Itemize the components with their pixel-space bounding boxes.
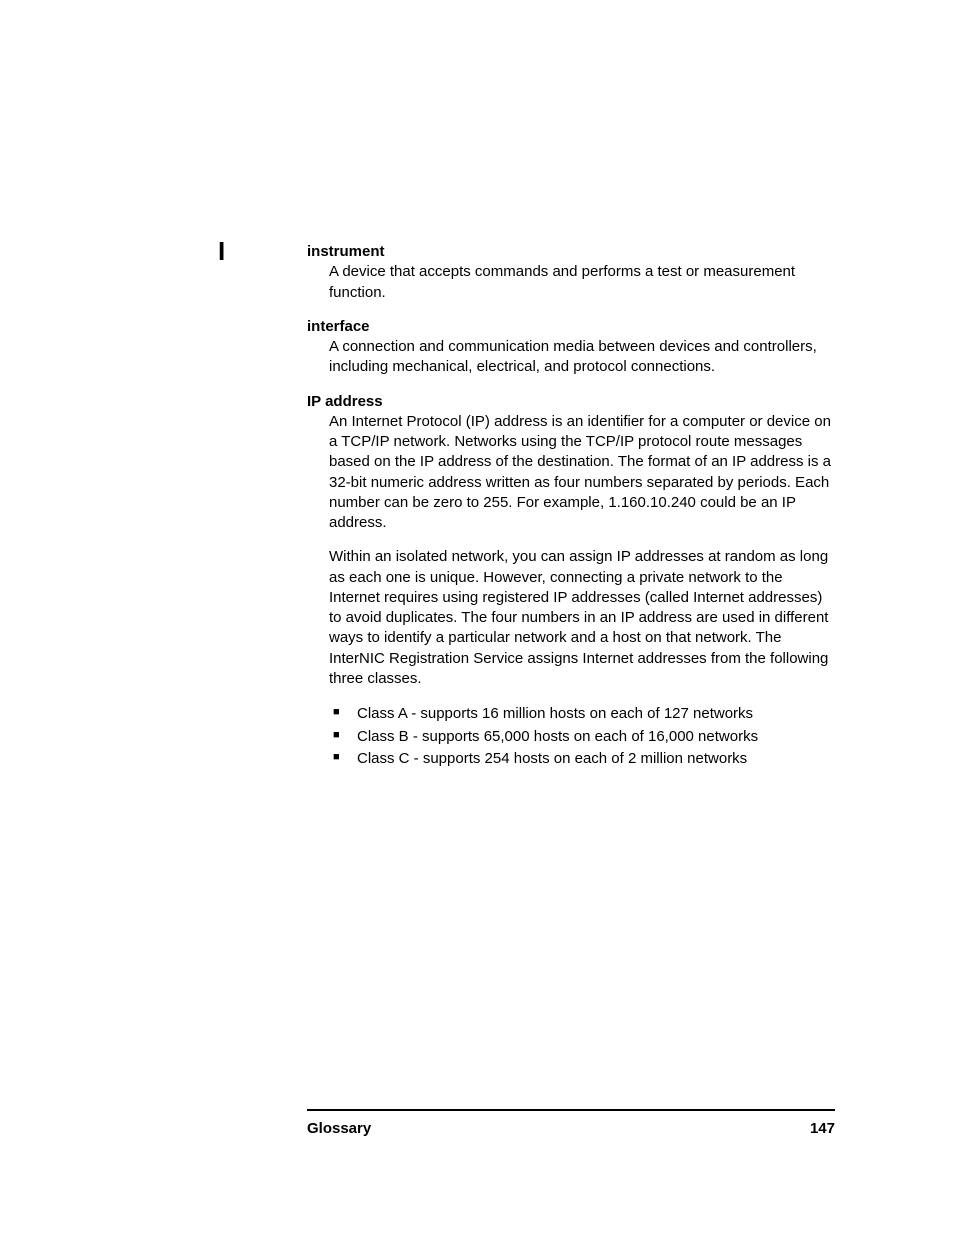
list-item: Class C - supports 254 hosts on each of … xyxy=(329,748,835,771)
footer-section-title: Glossary xyxy=(307,1120,371,1137)
page: I instrument A device that accepts comma… xyxy=(0,0,954,1235)
definition-ip-address-p2: Within an isolated network, you can assi… xyxy=(329,547,835,689)
definition-interface: A connection and communication media bet… xyxy=(329,337,835,378)
glossary-content: instrument A device that accepts command… xyxy=(307,242,835,771)
footer-page-number: 147 xyxy=(810,1120,835,1137)
definition-instrument: A device that accepts commands and perfo… xyxy=(329,262,835,303)
list-item: Class A - supports 16 million hosts on e… xyxy=(329,703,835,726)
definition-ip-address-p1: An Internet Protocol (IP) address is an … xyxy=(329,412,835,534)
page-footer: Glossary 147 xyxy=(307,1120,835,1137)
term-instrument: instrument xyxy=(307,242,835,262)
term-ip-address: IP address xyxy=(307,392,835,412)
section-letter: I xyxy=(218,236,225,267)
list-item: Class B - supports 65,000 hosts on each … xyxy=(329,726,835,749)
footer-rule xyxy=(307,1109,835,1111)
ip-classes-list: Class A - supports 16 million hosts on e… xyxy=(329,703,835,771)
term-interface: interface xyxy=(307,317,835,337)
